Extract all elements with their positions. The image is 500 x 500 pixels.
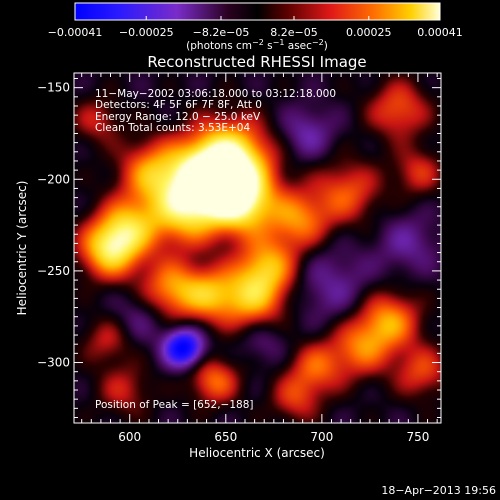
x-tick-label: 650 xyxy=(214,430,237,444)
x-axis-label: Heliocentric X (arcsec) xyxy=(189,446,325,460)
colorbar-tick-label: −0.00041 xyxy=(48,26,103,39)
heatmap-image xyxy=(74,73,441,423)
x-tick-label: 600 xyxy=(118,430,141,444)
info-clean-counts: Clean Total counts: 3.53E+04 xyxy=(95,122,250,134)
colorbar-tick-label: 8.2e−05 xyxy=(270,26,317,39)
colorbar-tick-label: −8.2e−05 xyxy=(193,26,250,39)
colorbar-ticks: −0.00041 −0.00025 −8.2e−05 8.2e−05 0.00025 0.… xyxy=(48,16,463,39)
x-tick-label: 750 xyxy=(406,430,429,444)
info-peak-position: Position of Peak = [652,−188] xyxy=(95,399,254,411)
colorbar-gradient xyxy=(74,2,441,21)
plot-title: Reconstructed RHESSI Image xyxy=(147,53,366,71)
y-tick-label: −250 xyxy=(37,264,70,278)
y-tick-label: −150 xyxy=(37,81,70,95)
axis-ticks xyxy=(74,73,441,423)
y-tick-label: −300 xyxy=(37,356,70,370)
info-time-range: 11−May−2002 03:06:18.000 to 03:12:18.000 xyxy=(95,88,336,100)
colorbar-tick-label: 0.00025 xyxy=(346,26,392,39)
y-axis-label: Heliocentric Y (arcsec) xyxy=(15,181,29,316)
colorbar-tick-label: −0.00025 xyxy=(119,26,174,39)
info-annotations: 11−May−2002 03:06:18.000 to 03:12:18.000… xyxy=(95,88,336,411)
image-area xyxy=(73,72,442,424)
plot-frame xyxy=(73,72,442,424)
colorbar-tick-label: 0.00041 xyxy=(417,26,463,39)
footer-timestamp: 18−Apr−2013 19:56 xyxy=(381,484,496,497)
colorbar-units-label: (photons cm−2 s−1 asec−2) xyxy=(186,38,328,52)
info-energy-range: Energy Range: 12.0 − 25.0 keV xyxy=(95,111,261,123)
y-tick-label: −200 xyxy=(37,172,70,186)
colorbar: −0.00041 −0.00025 −8.2e−05 8.2e−05 0.00025 0.… xyxy=(48,2,463,52)
tick-labels: 600 650 700 750 −150 −200 −250 −300 xyxy=(37,81,429,444)
info-detectors: Detectors: 4F 5F 6F 7F 8F, Att 0 xyxy=(95,99,262,111)
x-tick-label: 700 xyxy=(310,430,333,444)
